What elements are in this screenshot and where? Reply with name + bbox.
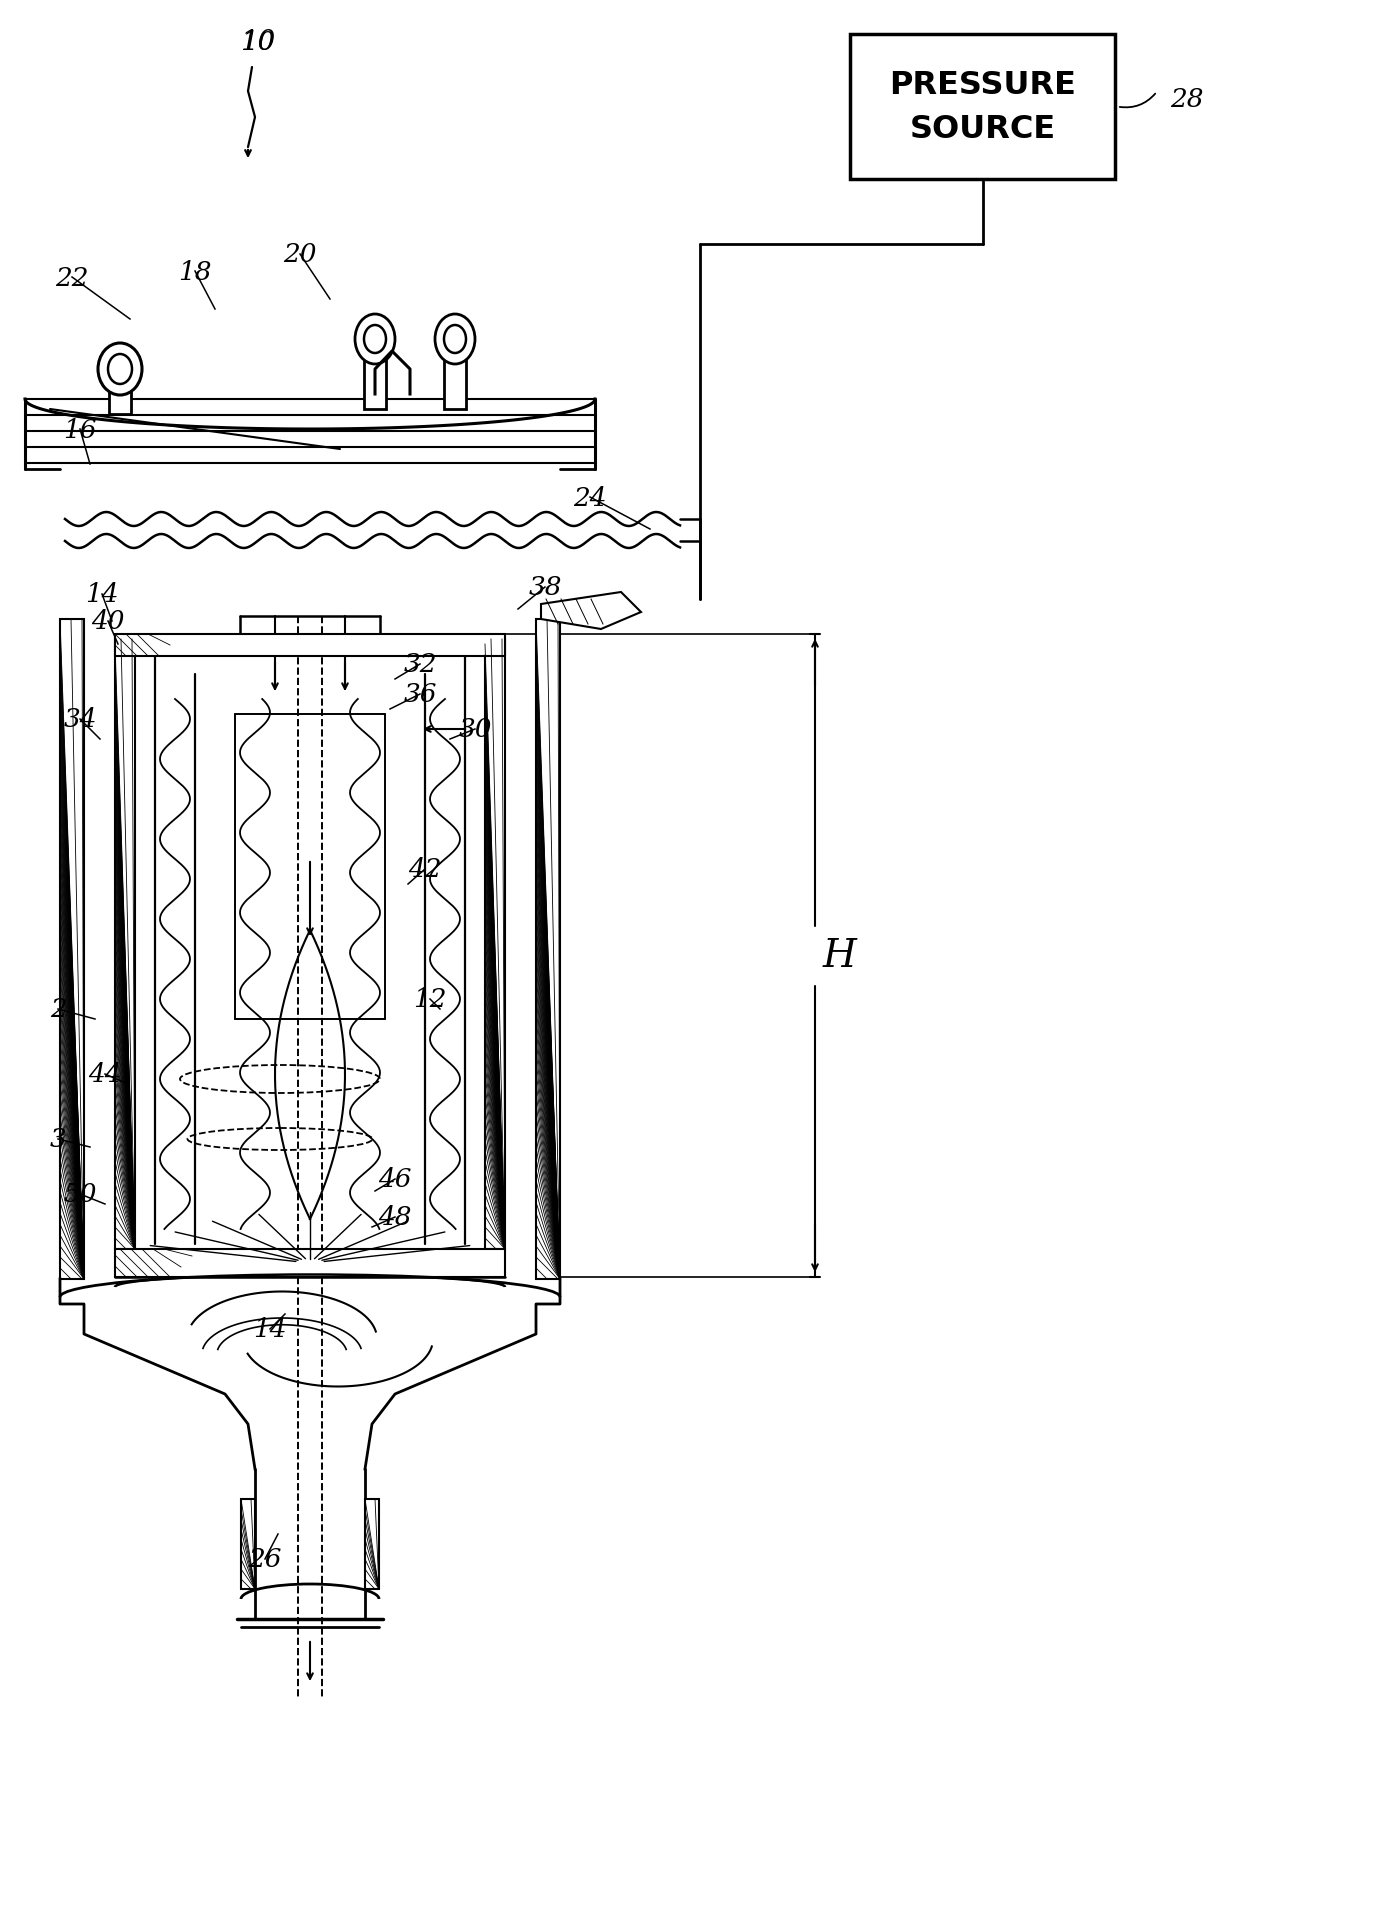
Text: 30: 30 (458, 716, 491, 743)
Ellipse shape (436, 314, 475, 366)
Text: 14: 14 (85, 583, 119, 608)
Ellipse shape (355, 314, 395, 366)
Ellipse shape (444, 326, 466, 354)
Bar (484, 640, 505, 1250)
Text: 12: 12 (413, 987, 447, 1012)
Text: 50: 50 (63, 1181, 96, 1208)
Text: 44: 44 (88, 1061, 121, 1088)
Bar (114, 1250, 505, 1278)
Text: 24: 24 (574, 486, 607, 511)
Text: 20: 20 (283, 242, 317, 267)
Text: SOURCE: SOURCE (909, 114, 1055, 145)
Text: 28: 28 (1170, 88, 1203, 112)
Text: 40: 40 (91, 610, 124, 634)
Text: 34: 34 (63, 707, 96, 732)
Text: 10: 10 (240, 29, 275, 55)
Text: 36: 36 (403, 682, 437, 707)
Bar (114, 640, 135, 1250)
Bar (60, 619, 84, 1280)
Text: 18: 18 (179, 259, 212, 284)
Bar (109, 360, 131, 415)
Bar (364, 1499, 378, 1589)
Text: 16: 16 (63, 417, 96, 442)
Ellipse shape (364, 326, 387, 354)
Text: 32: 32 (403, 652, 437, 676)
Polygon shape (542, 592, 641, 631)
Bar (536, 619, 560, 1280)
Ellipse shape (107, 354, 133, 385)
Bar (114, 634, 505, 657)
Text: 38: 38 (528, 575, 561, 600)
Bar (850, 34, 1115, 179)
Text: PRESSURE: PRESSURE (889, 70, 1076, 101)
Ellipse shape (98, 343, 142, 396)
Bar (364, 360, 387, 410)
Text: 2: 2 (50, 996, 67, 1021)
Text: 48: 48 (378, 1204, 412, 1231)
Text: 14: 14 (253, 1316, 286, 1341)
Text: 26: 26 (248, 1547, 282, 1572)
Text: 42: 42 (408, 857, 441, 882)
Bar (444, 360, 466, 410)
Text: 10: 10 (242, 29, 275, 55)
Text: H: H (824, 937, 857, 975)
Text: 22: 22 (56, 265, 89, 290)
Text: 3: 3 (50, 1128, 67, 1153)
Text: 46: 46 (378, 1168, 412, 1193)
Bar (242, 1499, 255, 1589)
